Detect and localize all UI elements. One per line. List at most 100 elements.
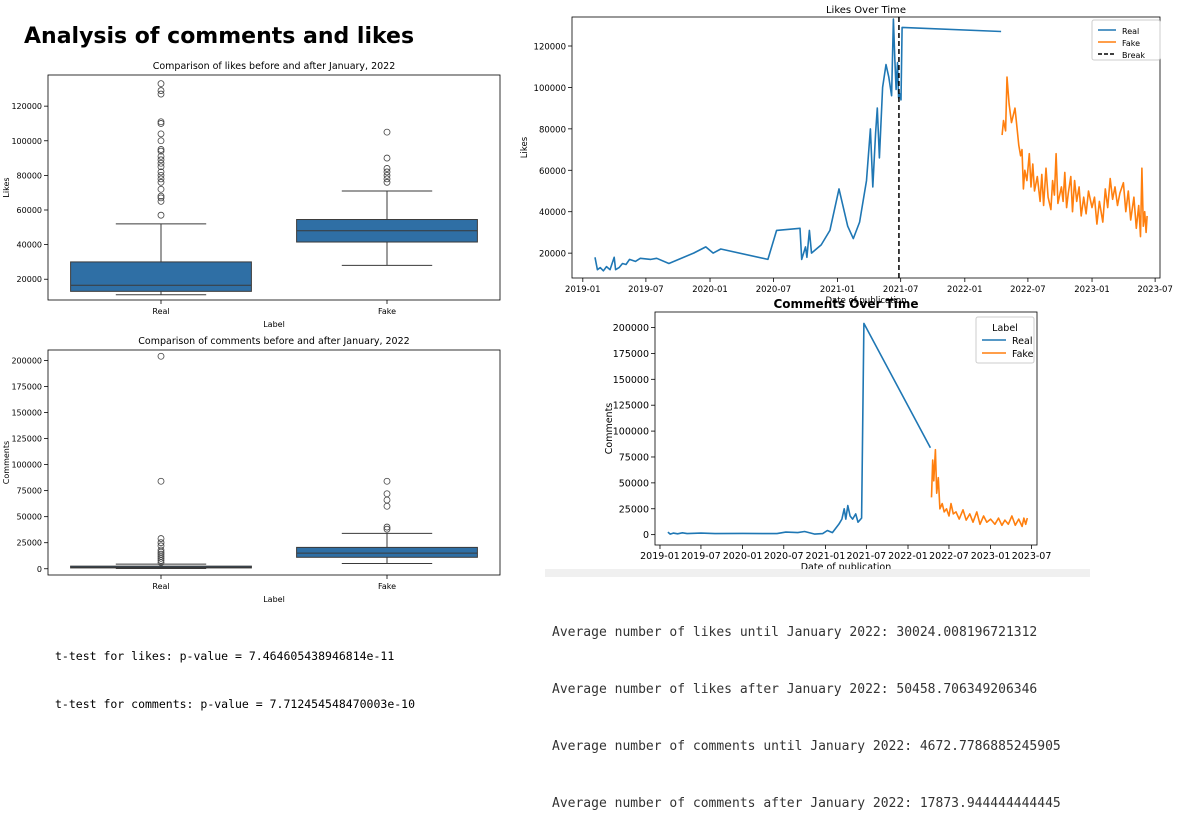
outlier-point <box>383 171 391 179</box>
comments-over-time-chart: Comments Over Time 0 25000 50000 75000 100000… <box>604 297 1051 570</box>
y-tick-label: 100000 <box>613 427 649 438</box>
x-tick-label: 2019-01 <box>640 551 680 562</box>
outlier-point <box>157 87 165 94</box>
plot-frame <box>47 74 501 301</box>
x-tick-label: 2022-07 <box>1010 285 1046 295</box>
y-tick-label: 100000 <box>534 84 566 94</box>
legend-title: Label <box>992 323 1018 334</box>
legend-label-real: Real <box>1122 27 1139 36</box>
avg-likes-after-line: Average number of likes after January 20… <box>552 682 1038 697</box>
outlier-point <box>157 175 165 183</box>
comments-boxplot: Comparison of comments before and after … <box>2 336 501 604</box>
y-tick-label: 75000 <box>17 487 42 496</box>
x-tick-label: 2019-01 <box>565 285 601 295</box>
outlier-point <box>157 185 165 193</box>
legend-label-fake: Fake <box>1012 349 1034 360</box>
x-tick-label: 2020-07 <box>764 551 804 562</box>
outlier-point <box>157 80 165 88</box>
chart-title: Comments Over Time <box>774 297 919 311</box>
outlier-point <box>383 496 391 504</box>
outlier-point <box>383 490 391 498</box>
outlier-point <box>157 90 165 98</box>
y-tick-label: 50000 <box>619 478 649 489</box>
outlier-point <box>383 178 391 186</box>
y-tick-label: 120000 <box>11 102 42 111</box>
x-axis-label: Date of publication <box>801 562 892 570</box>
outlier-point <box>383 525 391 533</box>
x-tick-label: Fake <box>378 582 396 591</box>
x-axis-label: Label <box>263 320 285 329</box>
y-tick-label: 125000 <box>11 435 42 444</box>
y-tick-label: 40000 <box>539 208 566 218</box>
y-tick-label: 20000 <box>539 250 566 260</box>
x-axis-label: Date of publication <box>826 296 907 305</box>
y-tick-label: 175000 <box>613 349 649 360</box>
outlier-point <box>157 152 165 160</box>
ttest-comments-line: t-test for comments: p-value = 7.7124545… <box>55 697 416 711</box>
legend-label-real: Real <box>1012 336 1032 347</box>
outlier-point <box>157 178 165 186</box>
outlier-point <box>383 175 391 183</box>
y-tick-label: 80000 <box>539 125 566 135</box>
x-axis-label: Label <box>263 595 285 604</box>
y-tick-label: 200000 <box>11 356 42 365</box>
y-tick-label: 20000 <box>17 275 42 284</box>
plot-frame <box>571 16 1161 279</box>
y-tick-label: 175000 <box>11 382 42 391</box>
y-tick-label: 125000 <box>613 401 649 412</box>
y-axis-label: Comments <box>604 403 615 455</box>
outlier-point <box>157 130 165 138</box>
x-tick-label: 2021-07 <box>847 551 887 562</box>
outlier-point <box>383 477 391 485</box>
x-tick-label: Real <box>152 307 169 316</box>
x-tick-label: 2021-07 <box>883 285 919 295</box>
outlier-point <box>157 352 165 360</box>
x-tick-label: Fake <box>378 307 396 316</box>
series-line-real <box>667 322 932 535</box>
x-tick-label: 2020-01 <box>692 285 728 295</box>
outlier-point <box>157 120 165 127</box>
y-tick-label: 75000 <box>619 452 649 463</box>
y-tick-label: 60000 <box>539 167 566 177</box>
x-tick-label: 2019-07 <box>681 551 721 562</box>
legend-label-break: Break <box>1122 51 1145 60</box>
x-tick-label: 2022-01 <box>888 551 928 562</box>
avg-comments-after-line: Average number of comments after January… <box>552 796 1061 811</box>
y-tick-label: 150000 <box>613 375 649 386</box>
series-line-fake <box>930 448 1029 528</box>
y-tick-label: 100000 <box>11 461 42 470</box>
legend-label-fake: Fake <box>1122 39 1140 48</box>
series-line-fake <box>1001 76 1148 238</box>
y-tick-label: 60000 <box>17 206 42 215</box>
average-results: Average number of likes until January 20… <box>552 585 1061 832</box>
y-tick-label: 80000 <box>17 171 42 180</box>
outlier-point <box>157 192 165 200</box>
avg-comments-until-line: Average number of comments until January… <box>552 739 1061 754</box>
x-tick-label: 2023-07 <box>1137 285 1173 295</box>
x-tick-label: 2022-07 <box>929 551 969 562</box>
outlier-point <box>157 550 165 558</box>
outlier-point <box>383 154 391 162</box>
box-real <box>70 261 252 292</box>
outlier-point <box>157 539 165 547</box>
x-tick-label: 2023-01 <box>1074 285 1110 295</box>
outlier-point <box>383 168 391 176</box>
outlier-point <box>157 156 165 164</box>
likes-boxplot: Comparison of likes before and after Jan… <box>2 61 501 329</box>
x-tick-label: 2020-01 <box>723 551 763 562</box>
outlier-point <box>383 165 391 172</box>
y-tick-label: 25000 <box>619 504 649 515</box>
outlier-point <box>157 168 165 176</box>
x-tick-label: 2022-01 <box>947 285 983 295</box>
outlier-point <box>157 147 165 155</box>
likes-over-time-chart: Likes Over Time 20000 40000 60000 80000 10000… <box>520 5 1173 305</box>
x-tick-label: 2020-07 <box>756 285 792 295</box>
ttest-results: t-test for likes: p-value = 7.4646054389… <box>55 616 415 728</box>
plot-frame <box>654 311 1038 546</box>
outlier-point <box>157 197 165 205</box>
outlier-point <box>157 542 165 550</box>
box-fake <box>296 546 478 558</box>
page-title: Analysis of comments and likes <box>24 24 415 49</box>
output-separator <box>545 569 1090 577</box>
x-tick-label: 2021-01 <box>820 285 856 295</box>
